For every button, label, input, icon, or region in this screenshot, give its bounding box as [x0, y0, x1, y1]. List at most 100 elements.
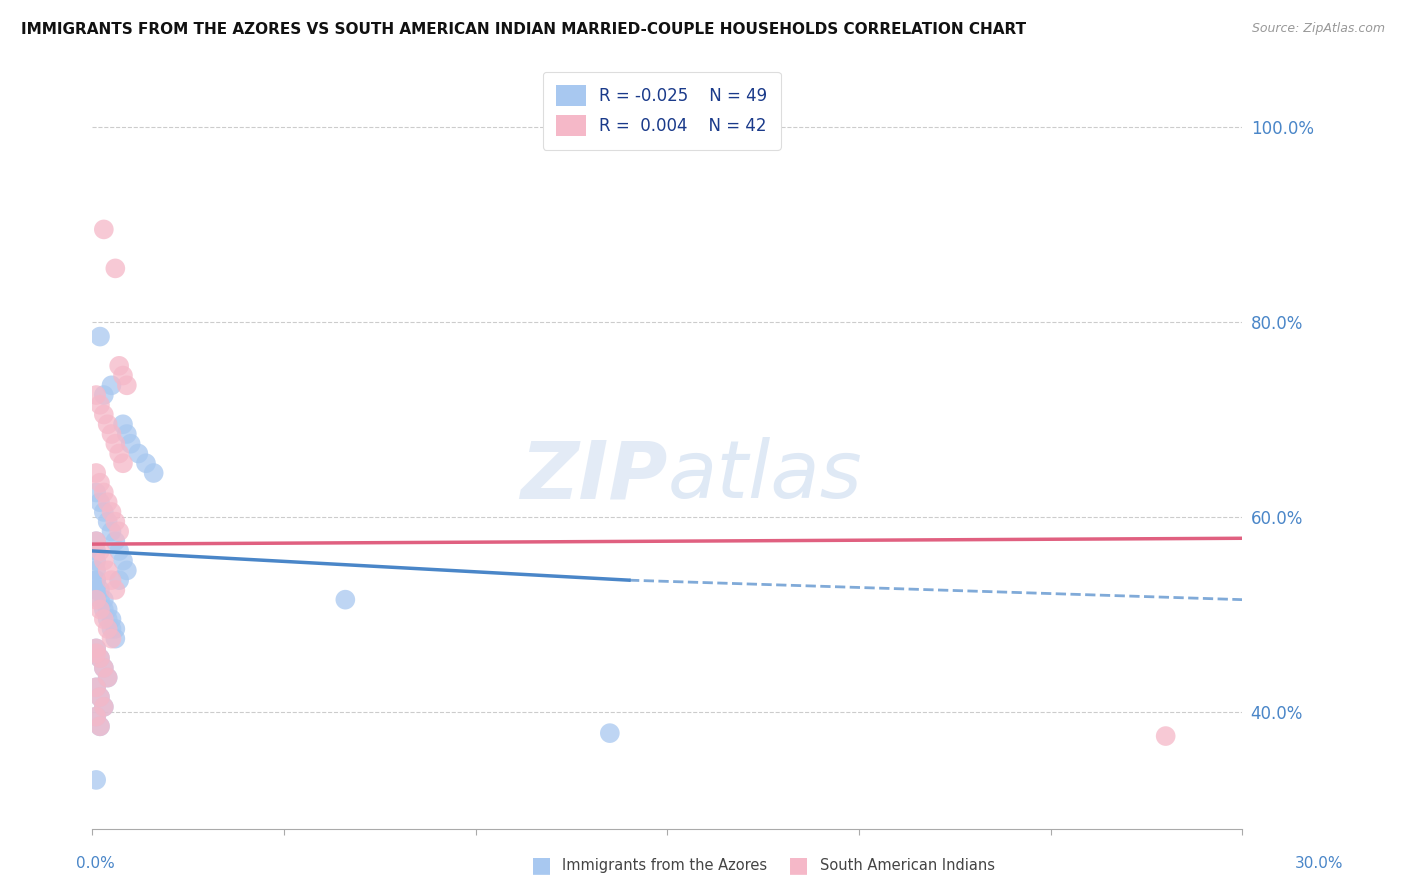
Point: [100, 632, 122, 646]
Point: [108, 524, 131, 539]
Text: Source: ZipAtlas.com: Source: ZipAtlas.com: [1251, 22, 1385, 36]
Point: [97, 515, 120, 529]
Text: 0.0%: 0.0%: [76, 856, 115, 871]
Point: [104, 622, 127, 636]
Point: [84, 681, 107, 695]
Point: [108, 544, 131, 558]
Point: [115, 378, 138, 392]
Point: [84, 563, 107, 577]
Point: [89, 592, 111, 607]
Point: [89, 719, 111, 733]
Point: [100, 524, 122, 539]
Point: [111, 554, 134, 568]
Point: [89, 495, 111, 509]
Point: [84, 709, 107, 723]
Point: [93, 408, 115, 422]
Point: [97, 612, 120, 626]
Text: ■: ■: [789, 855, 808, 875]
Point: [97, 671, 120, 685]
Text: ZIP: ZIP: [520, 437, 668, 515]
Point: [100, 612, 122, 626]
Point: [89, 690, 111, 704]
Text: ■: ■: [531, 855, 551, 875]
Text: 30.0%: 30.0%: [1295, 856, 1343, 871]
Point: [104, 534, 127, 549]
Point: [89, 544, 111, 558]
Point: [97, 622, 120, 636]
Point: [108, 573, 131, 587]
Text: atlas: atlas: [668, 437, 862, 515]
Point: [84, 388, 107, 402]
Point: [93, 661, 115, 675]
Point: [84, 573, 107, 587]
Point: [93, 592, 115, 607]
Point: [89, 651, 111, 665]
Point: [84, 544, 107, 558]
Point: [89, 398, 111, 412]
Point: [84, 592, 107, 607]
Point: [84, 772, 107, 787]
Point: [93, 602, 115, 616]
Point: [93, 699, 115, 714]
Point: [93, 699, 115, 714]
Point: [89, 690, 111, 704]
Point: [108, 446, 131, 460]
Point: [115, 427, 138, 442]
Point: [100, 427, 122, 442]
Point: [84, 681, 107, 695]
Point: [111, 368, 134, 383]
Point: [84, 582, 107, 597]
Point: [84, 466, 107, 480]
Point: [93, 661, 115, 675]
Point: [84, 554, 107, 568]
Point: [100, 505, 122, 519]
Point: [89, 329, 111, 343]
Point: [93, 388, 115, 402]
Point: [84, 646, 107, 660]
Legend: R = -0.025    N = 49, R =  0.004    N = 42: R = -0.025 N = 49, R = 0.004 N = 42: [543, 71, 780, 150]
Point: [89, 475, 111, 490]
Point: [84, 534, 107, 549]
Point: [84, 534, 107, 549]
Point: [335, 592, 357, 607]
Point: [89, 582, 111, 597]
Text: South American Indians: South American Indians: [820, 858, 994, 872]
Point: [97, 602, 120, 616]
Point: [142, 466, 165, 480]
Point: [104, 582, 127, 597]
Point: [1154, 729, 1177, 743]
Point: [93, 485, 115, 500]
Point: [111, 417, 134, 432]
Point: [599, 726, 621, 740]
Point: [93, 612, 115, 626]
Point: [104, 632, 127, 646]
Point: [104, 515, 127, 529]
Point: [97, 563, 120, 577]
Point: [93, 554, 115, 568]
Point: [135, 456, 157, 470]
Point: [100, 573, 122, 587]
Point: [111, 456, 134, 470]
Point: [84, 485, 107, 500]
Point: [89, 719, 111, 733]
Point: [89, 651, 111, 665]
Point: [93, 505, 115, 519]
Point: [84, 709, 107, 723]
Point: [84, 641, 107, 656]
Point: [100, 622, 122, 636]
Point: [100, 378, 122, 392]
Point: [89, 602, 111, 616]
Point: [104, 436, 127, 450]
Text: IMMIGRANTS FROM THE AZORES VS SOUTH AMERICAN INDIAN MARRIED-COUPLE HOUSEHOLDS CO: IMMIGRANTS FROM THE AZORES VS SOUTH AMER…: [21, 22, 1026, 37]
Point: [104, 261, 127, 276]
Point: [115, 563, 138, 577]
Point: [84, 582, 107, 597]
Point: [93, 222, 115, 236]
Text: Immigrants from the Azores: Immigrants from the Azores: [562, 858, 768, 872]
Point: [97, 495, 120, 509]
Point: [84, 641, 107, 656]
Point: [108, 359, 131, 373]
Point: [120, 436, 142, 450]
Point: [84, 573, 107, 587]
Point: [127, 446, 149, 460]
